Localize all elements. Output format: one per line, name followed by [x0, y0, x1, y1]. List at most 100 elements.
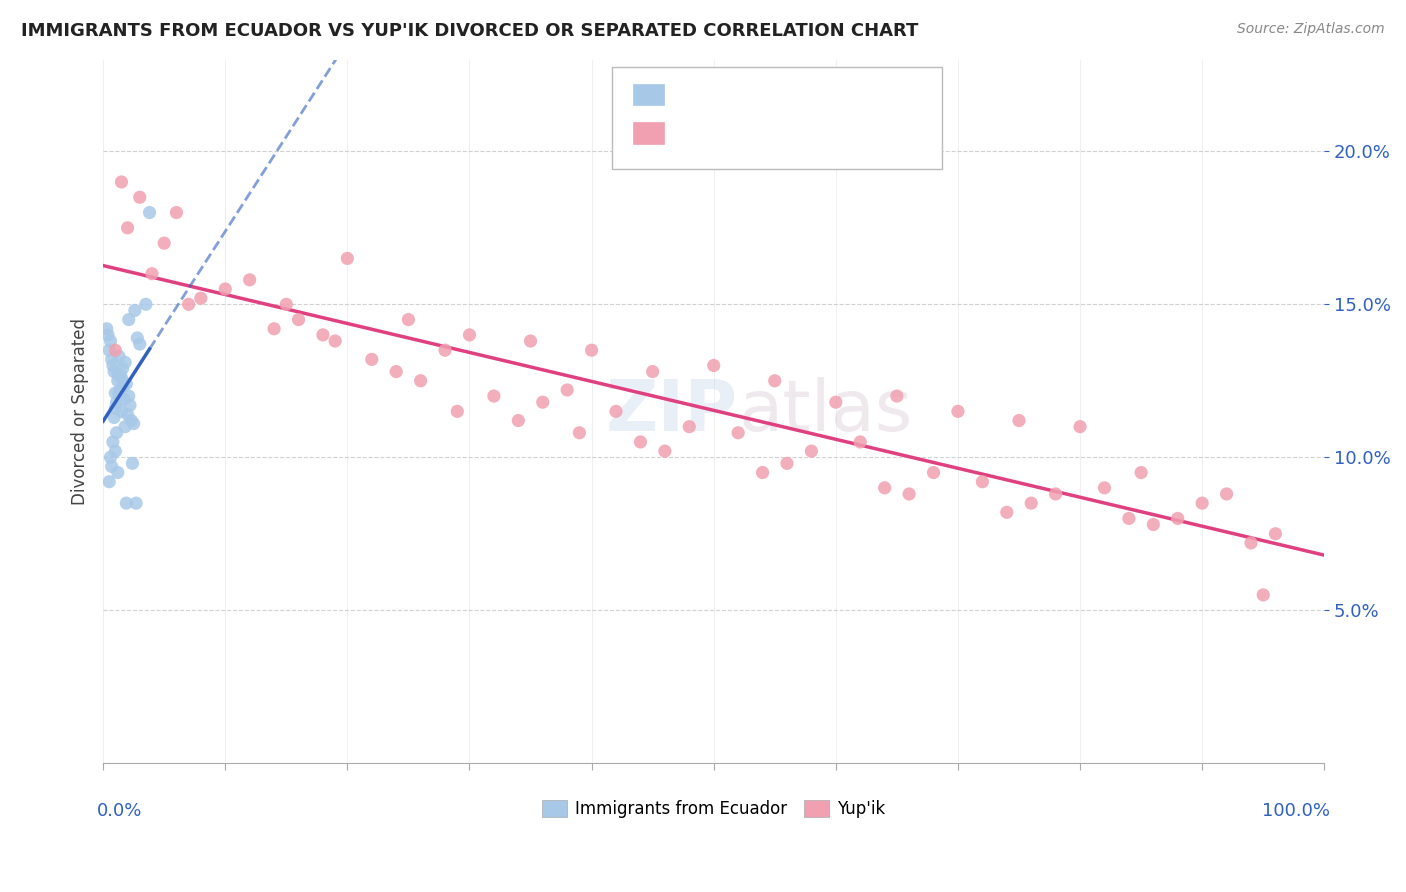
Point: [336, 252, 359, 266]
Point: [125, 496, 148, 510]
Point: [118, 389, 141, 403]
Point: [482, 389, 505, 403]
Point: [128, 190, 150, 204]
Text: Source: ZipAtlas.com: Source: ZipAtlas.com: [1237, 22, 1385, 37]
Point: [120, 413, 142, 427]
Point: [104, 444, 127, 458]
Point: [121, 456, 143, 470]
Point: [97, 327, 120, 342]
Point: [107, 466, 129, 480]
Point: [360, 352, 382, 367]
Point: [1142, 517, 1164, 532]
Point: [110, 175, 132, 189]
Point: [101, 434, 124, 449]
Point: [115, 376, 138, 391]
Point: [446, 404, 468, 418]
Point: [727, 425, 749, 440]
Point: [654, 444, 676, 458]
Point: [108, 349, 131, 363]
Y-axis label: Divorced or Separated: Divorced or Separated: [72, 318, 89, 505]
Point: [276, 297, 298, 311]
Point: [177, 297, 200, 311]
Point: [849, 434, 872, 449]
Point: [1094, 481, 1116, 495]
Point: [800, 444, 823, 458]
Point: [508, 413, 530, 427]
Point: [214, 282, 236, 296]
Point: [434, 343, 457, 358]
Text: N = 46: N = 46: [820, 85, 883, 103]
Point: [531, 395, 554, 409]
Point: [1167, 511, 1189, 525]
Point: [117, 220, 139, 235]
Point: [581, 343, 603, 358]
Point: [135, 297, 157, 311]
Point: [107, 374, 129, 388]
Point: [105, 425, 128, 440]
Point: [115, 496, 138, 510]
Point: [239, 273, 262, 287]
Point: [122, 417, 145, 431]
Point: [100, 334, 122, 348]
Point: [111, 380, 134, 394]
Point: [630, 434, 652, 449]
Point: [1251, 588, 1274, 602]
Point: [763, 374, 786, 388]
Point: [165, 205, 187, 219]
Point: [555, 383, 578, 397]
Point: [104, 386, 127, 401]
Point: [1240, 536, 1263, 550]
Point: [104, 343, 127, 358]
Point: [458, 327, 481, 342]
Point: [1045, 487, 1067, 501]
Point: [105, 395, 128, 409]
Text: 100.0%: 100.0%: [1263, 802, 1330, 820]
Point: [114, 355, 136, 369]
Point: [409, 374, 432, 388]
Point: [287, 312, 309, 326]
Point: [100, 352, 122, 367]
Point: [568, 425, 591, 440]
Point: [824, 395, 846, 409]
Text: R = -0.556: R = -0.556: [673, 123, 779, 141]
Point: [103, 365, 125, 379]
Point: [108, 386, 131, 401]
Point: [111, 361, 134, 376]
Text: N = 65: N = 65: [820, 123, 887, 141]
Point: [101, 359, 124, 373]
Point: [98, 475, 121, 489]
Point: [678, 419, 700, 434]
Point: [873, 481, 896, 495]
Legend: Immigrants from Ecuador, Yup'ik: Immigrants from Ecuador, Yup'ik: [536, 794, 893, 825]
Point: [972, 475, 994, 489]
Point: [641, 365, 664, 379]
Text: IMMIGRANTS FROM ECUADOR VS YUP'IK DIVORCED OR SEPARATED CORRELATION CHART: IMMIGRANTS FROM ECUADOR VS YUP'IK DIVORC…: [21, 22, 918, 40]
Point: [323, 334, 346, 348]
Text: ZIP: ZIP: [606, 376, 738, 446]
Point: [117, 408, 139, 422]
Point: [103, 410, 125, 425]
Point: [110, 404, 132, 418]
Point: [128, 337, 150, 351]
Point: [96, 322, 118, 336]
Point: [1118, 511, 1140, 525]
Point: [153, 236, 176, 251]
Point: [107, 368, 129, 382]
Point: [898, 487, 921, 501]
Text: R =  0.399: R = 0.399: [673, 85, 769, 103]
Point: [118, 312, 141, 326]
Point: [98, 343, 121, 358]
Point: [385, 365, 408, 379]
Point: [519, 334, 541, 348]
Point: [703, 359, 725, 373]
Point: [100, 450, 122, 465]
Point: [946, 404, 969, 418]
Point: [1191, 496, 1213, 510]
Point: [190, 291, 212, 305]
Point: [114, 419, 136, 434]
Point: [118, 398, 141, 412]
Point: [100, 459, 122, 474]
Text: atlas: atlas: [738, 376, 912, 446]
Point: [110, 370, 132, 384]
Point: [1019, 496, 1042, 510]
